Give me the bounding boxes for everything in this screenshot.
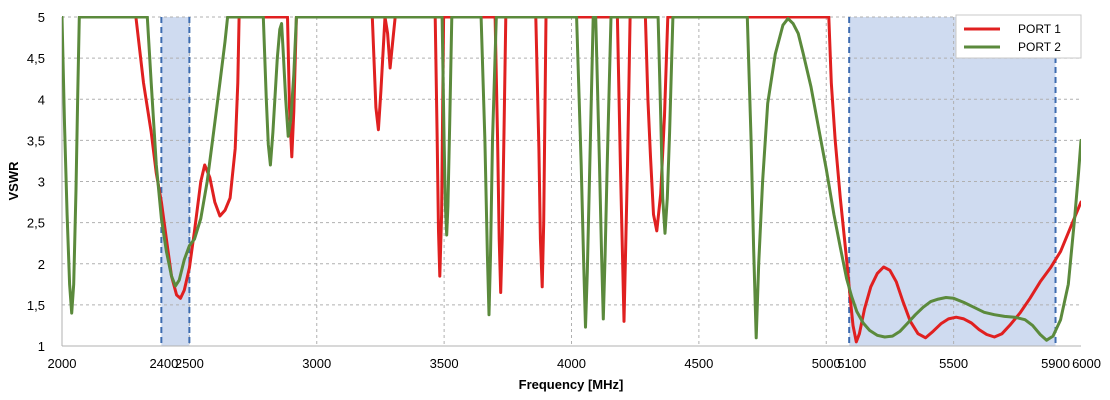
y-tick-label: 4,5 (27, 51, 45, 66)
x-tick-label: 3000 (302, 356, 331, 371)
legend-box (955, 14, 1082, 59)
legend-label-port-2: PORT 2 (1018, 40, 1061, 54)
x-tick-label: 4500 (684, 356, 713, 371)
series-line-port-2 (62, 16, 1081, 342)
y-tick-label: 1,5 (27, 298, 45, 313)
x-axis-title: Frequency [MHz] (519, 377, 624, 392)
y-axis-title: VSWR (6, 161, 21, 201)
x-tick-label: 5900 (1041, 356, 1070, 371)
x-tick-label: 5100 (837, 356, 866, 371)
y-tick-label: 4 (38, 92, 45, 107)
legend-label-port-1: PORT 1 (1018, 22, 1061, 36)
y-tick-label: 2,5 (27, 216, 45, 231)
x-tick-label: 4000 (557, 356, 586, 371)
y-tick-label: 3 (38, 175, 45, 190)
series-line-port-1 (134, 16, 1081, 344)
x-tick-label: 5500 (939, 356, 968, 371)
legend: PORT 1 PORT 2 (955, 14, 1082, 59)
y-tick-label: 5 (38, 10, 45, 25)
y-tick-label: 3,5 (27, 133, 45, 148)
series-lines (62, 16, 1081, 344)
x-tick-label: 5000 (812, 356, 841, 371)
x-tick-label: 3500 (430, 356, 459, 371)
y-tick-labels: 1 1,5 2 2,5 3 3,5 4 4,5 5 (27, 10, 45, 354)
x-tick-label: 6000 (1072, 356, 1101, 371)
x-tick-label: 2500 (175, 356, 204, 371)
x-tick-label: 2000 (48, 356, 77, 371)
y-tick-label: 2 (38, 257, 45, 272)
x-tick-label: 2400 (149, 356, 178, 371)
y-tick-label: 1 (38, 339, 45, 354)
